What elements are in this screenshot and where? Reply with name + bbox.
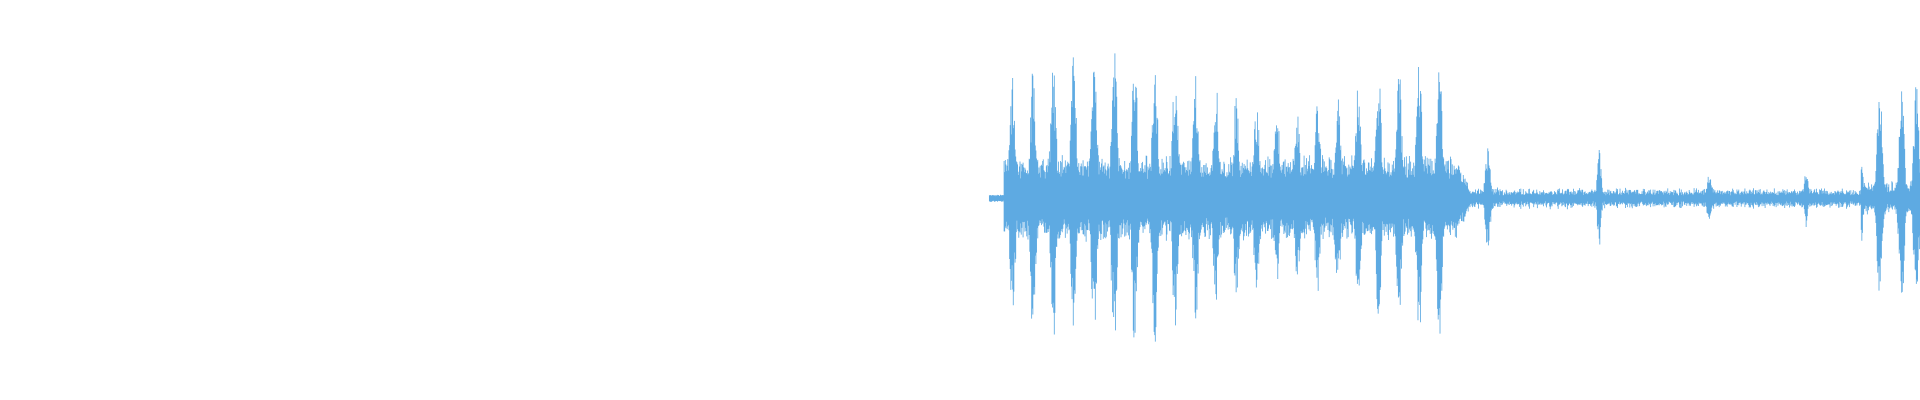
waveform-group (988, 53, 1920, 342)
waveform (988, 53, 1920, 342)
